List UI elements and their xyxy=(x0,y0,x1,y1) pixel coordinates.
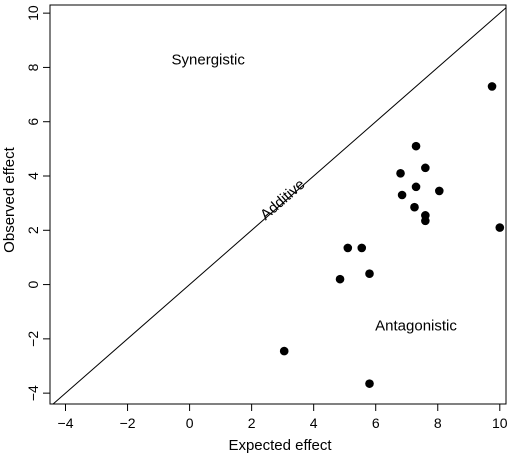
y-tick-label: 10 xyxy=(25,5,41,21)
y-axis: −4 −2 0 2 4 6 8 10 xyxy=(25,5,50,401)
y-axis-label: Observed effect xyxy=(1,146,18,252)
x-tick-label: 6 xyxy=(372,415,380,431)
y-tick-label: −2 xyxy=(25,331,41,347)
x-tick-label: 2 xyxy=(248,415,256,431)
data-point xyxy=(280,347,289,356)
data-points xyxy=(280,82,504,388)
x-tick-label: 4 xyxy=(310,415,318,431)
x-tick-label: 8 xyxy=(434,415,442,431)
y-tick-label: −4 xyxy=(25,385,41,401)
annotation-antagonistic: Antagonistic xyxy=(375,318,457,335)
y-tick-label: 6 xyxy=(25,118,41,126)
x-axis: −4 −2 0 2 4 6 8 10 xyxy=(58,404,508,431)
x-tick-label: −2 xyxy=(120,415,136,431)
data-point xyxy=(488,82,497,91)
data-point xyxy=(343,244,352,253)
x-tick-label: 0 xyxy=(186,415,194,431)
y-tick-label: 8 xyxy=(25,63,41,71)
x-tick-label: −4 xyxy=(58,415,74,431)
data-point xyxy=(357,244,366,253)
data-point xyxy=(495,223,504,232)
data-point xyxy=(412,142,421,151)
x-tick-label: 10 xyxy=(492,415,508,431)
data-point xyxy=(412,183,421,192)
annotations: Synergistic Additive Antagonistic xyxy=(172,52,458,335)
y-tick-label: 2 xyxy=(25,226,41,234)
data-point xyxy=(336,275,345,284)
annotation-synergistic: Synergistic xyxy=(172,52,246,69)
x-axis-label: Expected effect xyxy=(228,437,332,454)
annotation-additive: Additive xyxy=(257,176,308,224)
data-point xyxy=(398,191,407,200)
data-point xyxy=(435,187,444,196)
data-point xyxy=(421,216,430,225)
data-point xyxy=(410,203,419,212)
data-point xyxy=(421,164,430,173)
data-point xyxy=(365,379,374,388)
y-tick-label: 4 xyxy=(25,172,41,180)
data-point xyxy=(396,169,405,178)
y-tick-label: 0 xyxy=(25,280,41,288)
data-point xyxy=(365,269,374,278)
